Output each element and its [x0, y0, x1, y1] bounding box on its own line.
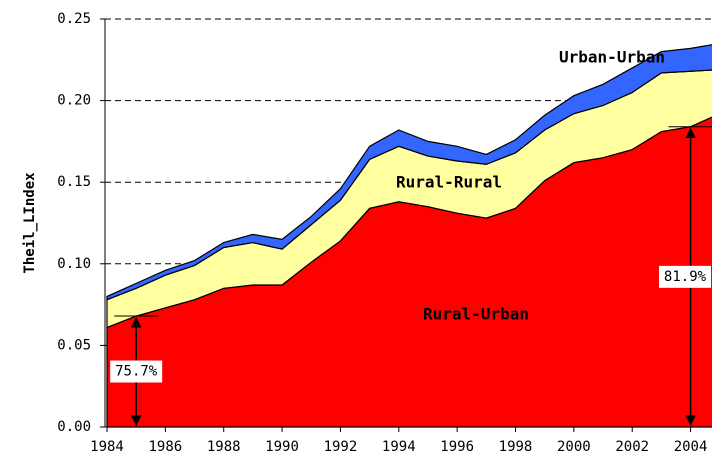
y-axis-label: Theil_LIndex	[22, 172, 38, 274]
area-label: Rural-Rural	[396, 173, 502, 192]
area	[106, 44, 712, 301]
x-tick-label: 2004	[674, 439, 708, 455]
plot-areas	[106, 44, 712, 428]
y-tick-label: 0.05	[57, 337, 91, 353]
x-tick-label: 1984	[90, 439, 124, 455]
y-tick-label: 0.25	[57, 11, 91, 27]
x-tick-label: 1988	[207, 439, 241, 455]
y-tick-label: 0.10	[57, 256, 91, 272]
x-tick-label: 1994	[382, 439, 416, 455]
annotation: 75.7%	[115, 364, 158, 380]
x-tick-label: 1986	[148, 439, 182, 455]
x-tick-label: 1996	[440, 439, 474, 455]
x-tick-label: 1992	[324, 439, 358, 455]
x-tick-label: 2000	[557, 439, 591, 455]
x-tick-label: 2002	[615, 439, 649, 455]
x-tick-label: 1998	[499, 439, 533, 455]
annotation-box	[110, 360, 163, 383]
x-tick-label: 1990	[265, 439, 299, 455]
area-label: Urban-Urban	[559, 48, 665, 67]
y-tick-label: 0.00	[57, 419, 91, 435]
y-tick-label: 0.20	[57, 93, 91, 109]
annotation: 81.9%	[664, 269, 707, 285]
y-tick-label: 0.15	[57, 174, 91, 190]
annotation-box	[659, 265, 711, 288]
area-label: Rural-Urban	[423, 305, 529, 324]
